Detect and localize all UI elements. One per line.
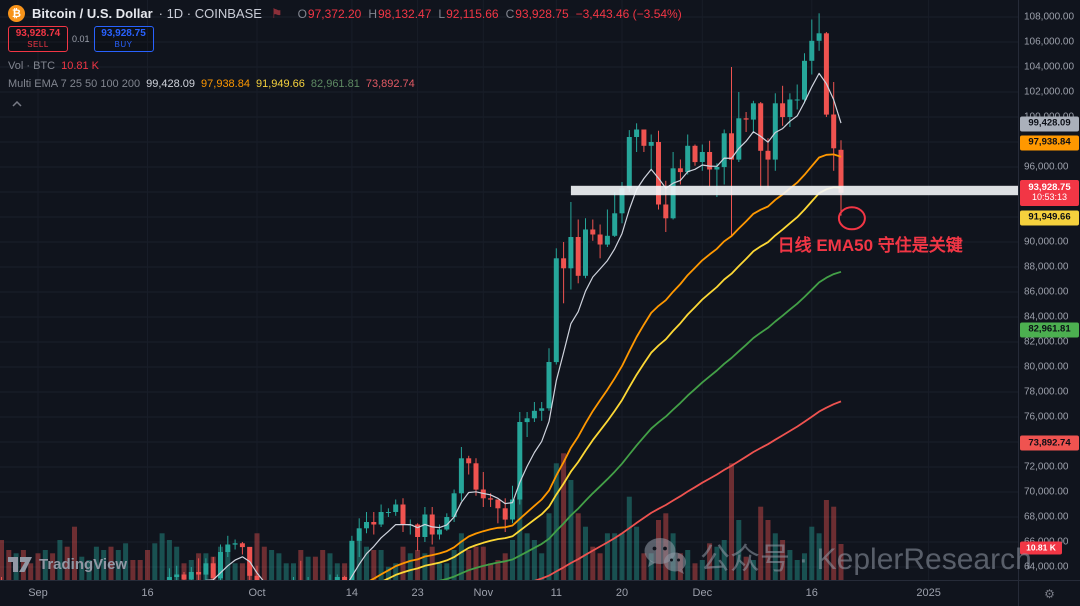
open-label: O	[297, 6, 307, 21]
time-axis-label: 11	[550, 587, 563, 599]
ema-values: 99,428.09 97,938.84 91,949.66 82,961.81 73,8…	[140, 78, 415, 90]
price-axis-badge: 97,938.84	[1020, 135, 1079, 151]
time-axis-label: 2025	[916, 587, 941, 599]
chevron-up-icon	[12, 100, 22, 107]
price-axis-badge: 10.81 K	[1020, 541, 1062, 555]
grid-lines	[0, 0, 1018, 580]
close-value: 93,928.75	[515, 6, 569, 21]
ema-legend-value: 99,428.09	[146, 78, 196, 90]
time-axis-label: Dec	[692, 587, 713, 599]
volume-label: Vol · BTC	[8, 60, 56, 72]
gear-icon[interactable]: ⚙	[1044, 586, 1055, 601]
price-tick-label: 86,000.00	[1024, 286, 1069, 298]
symbol-row[interactable]: ₿ Bitcoin / U.S. Dollar · 1D · COINBASE …	[8, 5, 682, 22]
symbol-meta[interactable]: · 1D · COINBASE	[158, 6, 262, 21]
open-value: 97,372.20	[307, 6, 362, 21]
price-axis-badge: 99,428.09	[1020, 116, 1079, 132]
ema-legend-value: 82,961.81	[310, 78, 360, 90]
sell-label: SELL	[27, 40, 49, 49]
candlestick-chart[interactable]: 日线 EMA50 守住是关键	[0, 0, 1018, 580]
time-axis-label: 14	[345, 587, 359, 599]
buy-price: 93,928.75	[101, 28, 146, 39]
price-tick-label: 68,000.00	[1024, 511, 1069, 523]
ema-legend-value: 91,949.66	[255, 78, 305, 90]
buy-button[interactable]: 93,928.75 BUY	[93, 26, 154, 52]
price-tick-label: 80,000.00	[1024, 361, 1069, 373]
collapse-legend-button[interactable]	[8, 96, 26, 111]
ema-25-line	[369, 153, 842, 580]
price-tick-label: 108,000.00	[1024, 11, 1075, 23]
volume-series	[0, 453, 844, 580]
change-value: −3,443.46 (−3.54%)	[575, 6, 682, 21]
price-tick-label: 72,000.00	[1024, 461, 1069, 473]
time-axis-label: 20	[615, 587, 629, 599]
candlestick-series	[1, 13, 844, 580]
buy-label: BUY	[114, 40, 133, 49]
sell-button[interactable]: 93,928.74 SELL	[8, 26, 68, 52]
low-value: 92,115.66	[446, 6, 499, 21]
price-tick-label: 70,000.00	[1024, 486, 1069, 498]
high-label: H	[368, 6, 377, 21]
price-tick-label: 82,000.00	[1024, 336, 1069, 348]
time-axis-label: 16	[141, 587, 154, 599]
spread-value: 0.01	[72, 34, 90, 44]
watermark: 公众号 · KeplerResearch	[642, 534, 1032, 578]
time-axis-label: Sep	[28, 587, 48, 599]
tradingview-logo[interactable]: TradingView	[8, 556, 127, 573]
price-tick-label: 78,000.00	[1024, 386, 1069, 398]
price-axis-badge: 82,961.81	[1020, 322, 1079, 338]
tradingview-mark-icon	[8, 557, 32, 572]
price-tick-label: 88,000.00	[1024, 261, 1069, 273]
axis-settings-corner[interactable]: ⚙	[1018, 580, 1080, 606]
ema-legend-row[interactable]: Multi EMA 7 25 50 100 200 99,428.09 97,93…	[8, 76, 682, 92]
time-axis-label: Nov	[473, 587, 494, 599]
close-label: C	[505, 6, 515, 21]
chart-legend: ₿ Bitcoin / U.S. Dollar · 1D · COINBASE …	[8, 5, 682, 111]
price-tick-label: 96,000.00	[1024, 161, 1069, 173]
price-tick-label: 76,000.00	[1024, 411, 1069, 423]
low-label: L	[438, 6, 446, 21]
ema-label: Multi EMA 7 25 50 100 200	[8, 78, 141, 90]
price-tick-label: 64,000.00	[1024, 561, 1069, 573]
price-axis-badge: 73,892.74	[1020, 435, 1079, 451]
wechat-icon	[644, 538, 686, 574]
price-tick-label: 84,000.00	[1024, 311, 1069, 323]
flag-icon[interactable]: ⚑	[270, 5, 283, 21]
price-tick-label: 106,000.00	[1024, 36, 1075, 48]
ema-legend-value: 97,938.84	[201, 78, 250, 90]
price-axis-badge: 93,928.75 10:53:13	[1020, 179, 1079, 206]
ema-legend-value: 73,892.74	[365, 78, 415, 90]
ema-100-line	[438, 270, 842, 580]
volume-value: 10.81 K	[61, 60, 99, 72]
time-axis-label: Oct	[248, 587, 266, 599]
time-axis-label: 16	[805, 587, 818, 599]
ema-200-line	[533, 400, 842, 580]
ema-50-line	[383, 186, 842, 580]
sell-price: 93,928.74	[15, 28, 61, 39]
price-tick-label: 90,000.00	[1024, 236, 1069, 248]
price-axis-badge: 91,949.66	[1020, 210, 1079, 226]
buy-sell-widget: 93,928.74 SELL 0.01 93,928.75 BUY	[8, 26, 682, 52]
circle-drawing[interactable]	[837, 206, 866, 231]
tradingview-text: TradingView	[39, 556, 128, 573]
note-annotation[interactable]: 日线 EMA50 守住是关键	[778, 235, 963, 255]
high-value: 98,132.47	[377, 6, 432, 21]
price-axis[interactable]: 108,000.00 106,000.00 104,000.00 102,000.00…	[1018, 0, 1080, 580]
price-tick-label: 104,000.00	[1024, 61, 1075, 73]
chart-canvas[interactable]: 日线 EMA50 守住是关键	[0, 0, 1018, 580]
watermark-text: 公众号 · KeplerResearch	[700, 543, 1032, 576]
volume-legend-row[interactable]: Vol · BTC 10.81 K	[8, 58, 682, 74]
symbol-title[interactable]: Bitcoin / U.S. Dollar	[32, 6, 153, 21]
time-axis-label: 23	[411, 587, 424, 599]
ema-7-line	[205, 72, 842, 580]
bitcoin-icon: ₿	[8, 5, 25, 22]
time-axis[interactable]: Sep 16 Oct 14 23 Nov 11 20 Dec 16 2025	[0, 580, 1018, 606]
ohlc-values: O 97,372.20 H 98,132.47 L 92,115.66 C 93…	[291, 7, 682, 21]
price-tick-label: 102,000.00	[1024, 86, 1075, 98]
level-band-drawing[interactable]	[570, 185, 1018, 196]
